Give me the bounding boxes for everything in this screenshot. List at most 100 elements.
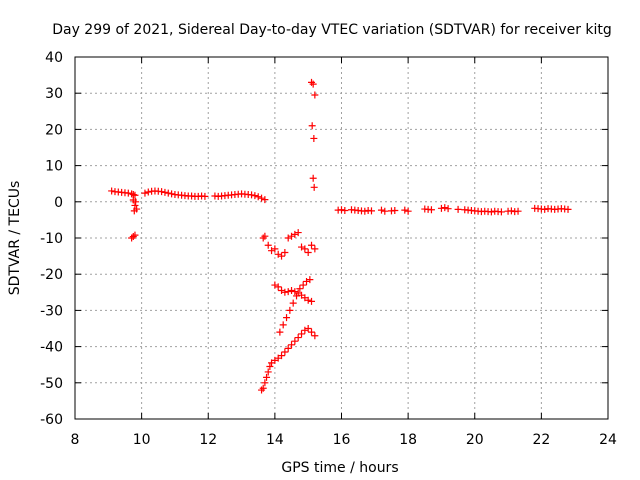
chart-title: Day 299 of 2021, Sidereal Day-to-day VTE… [52, 22, 612, 38]
data-point [141, 189, 149, 197]
data-point [248, 191, 256, 199]
data-point [404, 207, 412, 215]
data-point [294, 334, 302, 342]
data-point [308, 122, 316, 130]
data-point [286, 306, 294, 314]
y-tick-label: 10 [45, 159, 63, 175]
data-point [144, 188, 152, 196]
data-point [296, 285, 304, 293]
data-point [341, 206, 349, 214]
data-point [264, 241, 272, 249]
data-point [291, 230, 299, 238]
data-point [294, 229, 302, 237]
data-point [274, 283, 282, 291]
y-tick-label: 30 [45, 86, 63, 102]
y-tick-label: -40 [40, 340, 63, 356]
data-point [437, 204, 445, 212]
data-point [304, 248, 312, 256]
data-point [427, 206, 435, 214]
data-point [381, 207, 389, 215]
data-point [201, 192, 209, 200]
data-point [301, 245, 309, 253]
data-point [311, 245, 319, 253]
data-point [289, 299, 297, 307]
data-point [131, 201, 139, 209]
y-axis-label: SDTVAR / TECUs [7, 181, 23, 296]
data-point [309, 174, 317, 182]
data-point [259, 384, 267, 392]
data-point [564, 205, 572, 213]
data-point [284, 288, 292, 296]
data-point [261, 379, 269, 387]
data-point [377, 206, 385, 214]
data-point [264, 368, 272, 376]
data-point [279, 321, 287, 329]
data-point [132, 198, 140, 206]
data-points [108, 78, 572, 394]
x-tick-label: 8 [71, 432, 80, 448]
data-point [271, 281, 279, 289]
data-point [304, 325, 312, 332]
data-point [367, 207, 375, 215]
data-point [308, 328, 316, 336]
data-point [291, 337, 299, 345]
data-point [263, 373, 271, 381]
data-point [274, 250, 282, 258]
data-point [310, 134, 318, 142]
x-tick-label: 10 [133, 432, 151, 448]
data-point [311, 91, 319, 99]
x-tick-label: 22 [532, 432, 550, 448]
data-point [284, 234, 292, 242]
data-point [129, 233, 137, 241]
x-tick-label: 16 [333, 432, 351, 448]
grid [75, 57, 608, 419]
data-point [298, 243, 306, 251]
data-point [168, 190, 176, 198]
data-point [130, 207, 138, 215]
y-tick-label: -50 [40, 376, 63, 392]
x-tick-label: 18 [399, 432, 417, 448]
data-point [124, 189, 132, 197]
data-point [268, 247, 276, 255]
data-point [361, 207, 369, 215]
x-tick-label: 24 [599, 432, 617, 448]
data-point [261, 196, 269, 204]
y-tick-label: 40 [45, 50, 63, 66]
y-tick-label: -30 [40, 303, 63, 319]
y-tick-label: -10 [40, 231, 63, 247]
data-point [507, 207, 515, 215]
y-tick-label: -60 [40, 412, 63, 428]
data-point [164, 189, 172, 197]
data-point [131, 231, 139, 239]
data-point [308, 297, 316, 305]
data-point [158, 188, 166, 196]
y-tick-label: 0 [54, 195, 63, 211]
y-tick-label: 20 [45, 122, 63, 138]
data-point [441, 204, 449, 212]
data-point [288, 341, 296, 349]
data-point [258, 386, 266, 394]
data-point [298, 330, 306, 338]
data-point [304, 296, 312, 304]
data-point [131, 191, 139, 199]
x-tick-label: 20 [466, 432, 484, 448]
data-point [288, 232, 296, 240]
data-point [259, 234, 267, 242]
data-point [444, 205, 452, 213]
data-point [454, 205, 462, 213]
tick-labels: 8 10 12 14 16 18 20 22 24 40 30 20 10 0 -10 -20 -30 -40 -5… [40, 50, 617, 448]
data-point [276, 328, 284, 336]
data-point [281, 248, 289, 256]
data-point [284, 344, 292, 352]
data-point [308, 78, 316, 86]
data-point [401, 206, 409, 214]
data-point [311, 332, 319, 340]
data-point [299, 281, 307, 289]
data-point [288, 286, 296, 294]
data-point [278, 252, 286, 260]
data-point [306, 276, 314, 284]
x-tick-label: 12 [199, 432, 217, 448]
x-axis-label: GPS time / hours [281, 460, 398, 476]
data-point [271, 245, 279, 253]
